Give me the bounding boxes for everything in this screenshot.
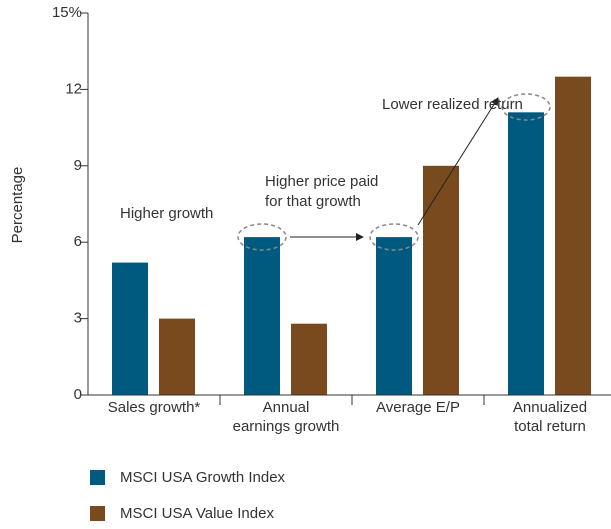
bar [159,318,195,395]
y-tick-label: 6 [74,233,82,250]
y-tick-label: 15% [52,4,82,21]
y-tick-label: 0 [74,386,82,403]
legend-swatch [90,470,105,485]
bar [244,237,280,395]
y-tick-label: 9 [74,157,82,174]
annotation: Higher growth [120,205,214,222]
bar [508,112,544,395]
bar [423,165,459,395]
legend-swatch [90,506,105,521]
highlight-circle [501,93,551,121]
y-axis-label: Percentage [9,167,26,244]
x-tick-label: Annualized total return [512,399,588,435]
bar [376,237,412,395]
annotation: Lower realized return [382,96,523,113]
bar [291,323,327,395]
legend-label: MSCI USA Growth Index [120,469,286,486]
y-tick-label: 12 [65,80,82,97]
legend-label: MSCI USA Value Index [120,505,274,522]
annotation: Higher price paid for that growth [265,173,379,210]
highlight-circle [369,223,419,251]
bar [555,76,591,396]
arrow [417,97,499,226]
x-tick-label: Average E/P [376,399,460,416]
bar [112,262,148,395]
x-tick-label: Annual earnings growth [232,399,340,435]
x-tick-label: Sales growth* [107,399,201,416]
y-tick-label: 3 [74,310,82,327]
highlight-circle [237,223,287,251]
